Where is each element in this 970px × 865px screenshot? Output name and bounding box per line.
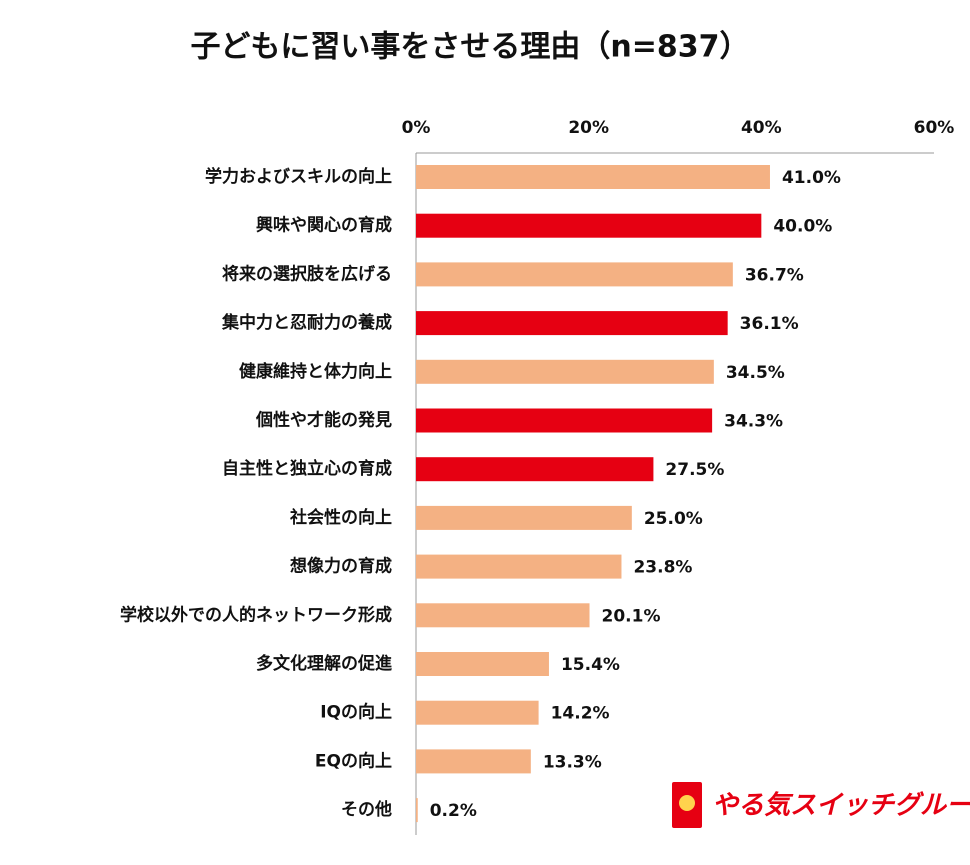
y-tick-label: 想像力の育成 (290, 556, 392, 577)
bar (416, 311, 728, 336)
value-label: 20.1% (602, 606, 661, 626)
y-tick-label: その他 (341, 799, 392, 820)
y-tick-label: 自主性と独立心の育成 (222, 458, 392, 479)
y-tick-label: IQの向上 (320, 702, 392, 723)
value-label: 14.2% (551, 704, 610, 724)
y-tick-label: 学校以外での人的ネットワーク形成 (120, 604, 392, 625)
bar (416, 165, 770, 189)
value-label: 41.0% (782, 168, 841, 188)
bar (416, 749, 531, 774)
bar (416, 603, 590, 628)
value-label: 13.3% (543, 752, 602, 772)
logo: やる気スイッチグループ (672, 782, 970, 828)
value-label: 25.0% (644, 509, 703, 529)
value-label: 15.4% (561, 655, 620, 675)
bar (416, 262, 733, 287)
x-tick-label: 60% (914, 118, 955, 138)
value-label: 0.2% (430, 801, 477, 821)
logo-icon-dot (679, 795, 695, 811)
bar (416, 652, 549, 676)
bar (416, 505, 632, 530)
bar (416, 408, 713, 433)
bar (416, 359, 714, 384)
y-tick-label: 興味や関心の育成 (256, 215, 392, 236)
x-tick-label: 40% (741, 118, 782, 138)
x-tick-label: 0% (402, 118, 431, 138)
logo-text: やる気スイッチグループ (712, 791, 970, 821)
y-tick-label: 社会性の向上 (289, 507, 392, 528)
y-tick-label: 将来の選択肢を広げる (222, 263, 392, 284)
bar (416, 213, 762, 238)
chart-title: 子どもに習い事をさせる理由（n=837） (190, 30, 749, 65)
bar (416, 554, 622, 579)
x-tick-label: 20% (568, 118, 609, 138)
y-tick-label: 多文化理解の促進 (256, 653, 392, 674)
value-label: 23.8% (633, 558, 692, 578)
bar (416, 798, 418, 823)
y-tick-label: EQの向上 (315, 750, 392, 771)
y-tick-label: 健康維持と体力向上 (239, 361, 392, 382)
y-tick-label: 学力およびスキルの向上 (205, 166, 392, 187)
value-label: 27.5% (665, 460, 724, 480)
value-label: 34.5% (726, 363, 785, 383)
value-label: 40.0% (773, 217, 832, 237)
bar (416, 700, 539, 725)
value-label: 36.1% (740, 314, 799, 334)
y-tick-label: 個性や才能の発見 (255, 410, 392, 431)
value-label: 36.7% (745, 265, 804, 285)
y-tick-label: 集中力と忍耐力の養成 (221, 312, 392, 333)
bar (416, 457, 654, 482)
value-label: 34.3% (724, 412, 783, 432)
